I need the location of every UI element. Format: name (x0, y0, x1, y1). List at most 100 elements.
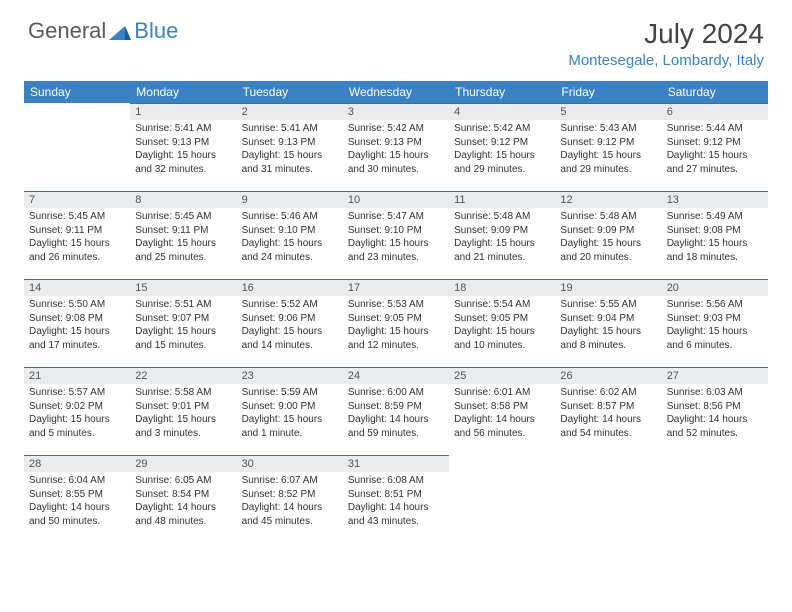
sunset-text: Sunset: 9:07 PM (135, 312, 231, 326)
sunrise-text: Sunrise: 5:41 AM (242, 122, 338, 136)
header: General Blue July 2024 Montesegale, Lomb… (0, 0, 792, 73)
calendar-day-cell: 1Sunrise: 5:41 AMSunset: 9:13 PMDaylight… (130, 103, 236, 191)
daylight-text-1: Daylight: 15 hours (348, 149, 444, 163)
sunset-text: Sunset: 8:58 PM (454, 400, 550, 414)
daylight-text-1: Daylight: 14 hours (29, 501, 125, 515)
daylight-text-2: and 30 minutes. (348, 163, 444, 177)
day-number: 13 (662, 191, 768, 208)
calendar-day-cell: 20Sunrise: 5:56 AMSunset: 9:03 PMDayligh… (662, 279, 768, 367)
sunrise-text: Sunrise: 6:02 AM (560, 386, 656, 400)
daylight-text-2: and 48 minutes. (135, 515, 231, 529)
daylight-text-1: Daylight: 15 hours (348, 237, 444, 251)
sunset-text: Sunset: 9:12 PM (667, 136, 763, 150)
daylight-text-2: and 12 minutes. (348, 339, 444, 353)
day-number: 9 (237, 191, 343, 208)
title-block: July 2024 Montesegale, Lombardy, Italy (568, 18, 764, 69)
calendar-day-cell: 2Sunrise: 5:41 AMSunset: 9:13 PMDaylight… (237, 103, 343, 191)
sunset-text: Sunset: 8:51 PM (348, 488, 444, 502)
daylight-text-2: and 6 minutes. (667, 339, 763, 353)
sunset-text: Sunset: 9:03 PM (667, 312, 763, 326)
sunrise-text: Sunrise: 5:46 AM (242, 210, 338, 224)
daylight-text-1: Daylight: 15 hours (560, 325, 656, 339)
daylight-text-1: Daylight: 15 hours (135, 325, 231, 339)
daylight-text-1: Daylight: 15 hours (29, 237, 125, 251)
day-number: 22 (130, 367, 236, 384)
day-number: 16 (237, 279, 343, 296)
daylight-text-2: and 32 minutes. (135, 163, 231, 177)
day-details: Sunrise: 5:41 AMSunset: 9:13 PMDaylight:… (237, 120, 343, 180)
sunrise-text: Sunrise: 5:56 AM (667, 298, 763, 312)
daylight-text-1: Daylight: 14 hours (348, 501, 444, 515)
sunrise-text: Sunrise: 5:51 AM (135, 298, 231, 312)
daylight-text-1: Daylight: 15 hours (454, 237, 550, 251)
sunset-text: Sunset: 9:08 PM (667, 224, 763, 238)
calendar-day-cell: 24Sunrise: 6:00 AMSunset: 8:59 PMDayligh… (343, 367, 449, 455)
day-details: Sunrise: 6:08 AMSunset: 8:51 PMDaylight:… (343, 472, 449, 532)
weekday-header: Sunday (24, 81, 130, 103)
calendar-day-cell: 16Sunrise: 5:52 AMSunset: 9:06 PMDayligh… (237, 279, 343, 367)
daylight-text-2: and 1 minute. (242, 427, 338, 441)
daylight-text-1: Daylight: 15 hours (560, 149, 656, 163)
calendar-day-cell: 9Sunrise: 5:46 AMSunset: 9:10 PMDaylight… (237, 191, 343, 279)
sunset-text: Sunset: 9:08 PM (29, 312, 125, 326)
calendar-week-row: 1Sunrise: 5:41 AMSunset: 9:13 PMDaylight… (24, 103, 768, 191)
logo-text-blue: Blue (134, 18, 178, 44)
calendar-day-cell: 27Sunrise: 6:03 AMSunset: 8:56 PMDayligh… (662, 367, 768, 455)
day-details: Sunrise: 5:43 AMSunset: 9:12 PMDaylight:… (555, 120, 661, 180)
calendar-week-row: 7Sunrise: 5:45 AMSunset: 9:11 PMDaylight… (24, 191, 768, 279)
daylight-text-2: and 54 minutes. (560, 427, 656, 441)
day-details: Sunrise: 5:49 AMSunset: 9:08 PMDaylight:… (662, 208, 768, 268)
calendar-day-cell: 5Sunrise: 5:43 AMSunset: 9:12 PMDaylight… (555, 103, 661, 191)
daylight-text-1: Daylight: 15 hours (242, 325, 338, 339)
sunrise-text: Sunrise: 5:42 AM (454, 122, 550, 136)
daylight-text-1: Daylight: 14 hours (242, 501, 338, 515)
calendar-week-row: 14 Sunrise: 5:50 AMSunset: 9:08 PM Dayligh… (24, 279, 768, 367)
daylight-text-1: Daylight: 14 hours (454, 413, 550, 427)
daylight-text-1: Daylight: 15 hours (348, 325, 444, 339)
logo-triangle-icon (109, 22, 131, 40)
day-number: 5 (555, 103, 661, 120)
calendar-day-cell: 18Sunrise: 5:54 AMSunset: 9:05 PMDayligh… (449, 279, 555, 367)
sunset-text: Sunset: 9:12 PM (560, 136, 656, 150)
weekday-header: Monday (130, 81, 236, 103)
sunset-text: Sunset: 8:59 PM (348, 400, 444, 414)
sunrise-text: Sunrise: 5:45 AM (29, 210, 125, 224)
day-number: 14 (24, 279, 130, 296)
sunrise-text: Sunrise: 5:59 AM (242, 386, 338, 400)
sunset-text: Sunset: 9:13 PM (348, 136, 444, 150)
daylight-text-1: Daylight: 15 hours (667, 149, 763, 163)
day-number: 30 (237, 455, 343, 472)
calendar-day-cell (662, 455, 768, 543)
calendar-day-cell: 31Sunrise: 6:08 AMSunset: 8:51 PMDayligh… (343, 455, 449, 543)
sunrise-text: Sunrise: 5:53 AM (348, 298, 444, 312)
sunrise-text: Sunrise: 5:41 AM (135, 122, 231, 136)
daylight-text-1: Daylight: 15 hours (242, 413, 338, 427)
weekday-header: Saturday (662, 81, 768, 103)
calendar-day-cell: 3Sunrise: 5:42 AMSunset: 9:13 PMDaylight… (343, 103, 449, 191)
calendar-day-cell: 26Sunrise: 6:02 AMSunset: 8:57 PMDayligh… (555, 367, 661, 455)
sunrise-text: Sunrise: 6:01 AM (454, 386, 550, 400)
day-number: 24 (343, 367, 449, 384)
daylight-text-2: and 24 minutes. (242, 251, 338, 265)
day-details: Sunrise: 5:48 AMSunset: 9:09 PMDaylight:… (555, 208, 661, 268)
sunrise-text: Sunrise: 5:50 AM (29, 298, 125, 312)
sunset-text: Sunset: 9:01 PM (135, 400, 231, 414)
sunrise-text: Sunrise: 5:42 AM (348, 122, 444, 136)
weekday-header: Tuesday (237, 81, 343, 103)
day-number: 8 (130, 191, 236, 208)
weekday-header-row: SundayMondayTuesdayWednesdayThursdayFrid… (24, 81, 768, 103)
day-details: Sunrise: 6:01 AMSunset: 8:58 PMDaylight:… (449, 384, 555, 444)
calendar-day-cell: 13Sunrise: 5:49 AMSunset: 9:08 PMDayligh… (662, 191, 768, 279)
daylight-text-1: Daylight: 15 hours (135, 149, 231, 163)
day-details: Sunrise: 5:58 AMSunset: 9:01 PMDaylight:… (130, 384, 236, 444)
calendar-day-cell (24, 103, 130, 191)
daylight-text-1: Daylight: 14 hours (667, 413, 763, 427)
calendar-day-cell (555, 455, 661, 543)
day-details: Sunrise: 5:41 AMSunset: 9:13 PMDaylight:… (130, 120, 236, 180)
calendar-day-cell: 28Sunrise: 6:04 AMSunset: 8:55 PMDayligh… (24, 455, 130, 543)
sunset-text: Sunset: 9:10 PM (242, 224, 338, 238)
day-number: 15 (130, 279, 236, 296)
sunrise-text: Sunrise: 5:45 AM (135, 210, 231, 224)
daylight-text-2: and 45 minutes. (242, 515, 338, 529)
day-details: Sunrise: 5:48 AMSunset: 9:09 PMDaylight:… (449, 208, 555, 268)
